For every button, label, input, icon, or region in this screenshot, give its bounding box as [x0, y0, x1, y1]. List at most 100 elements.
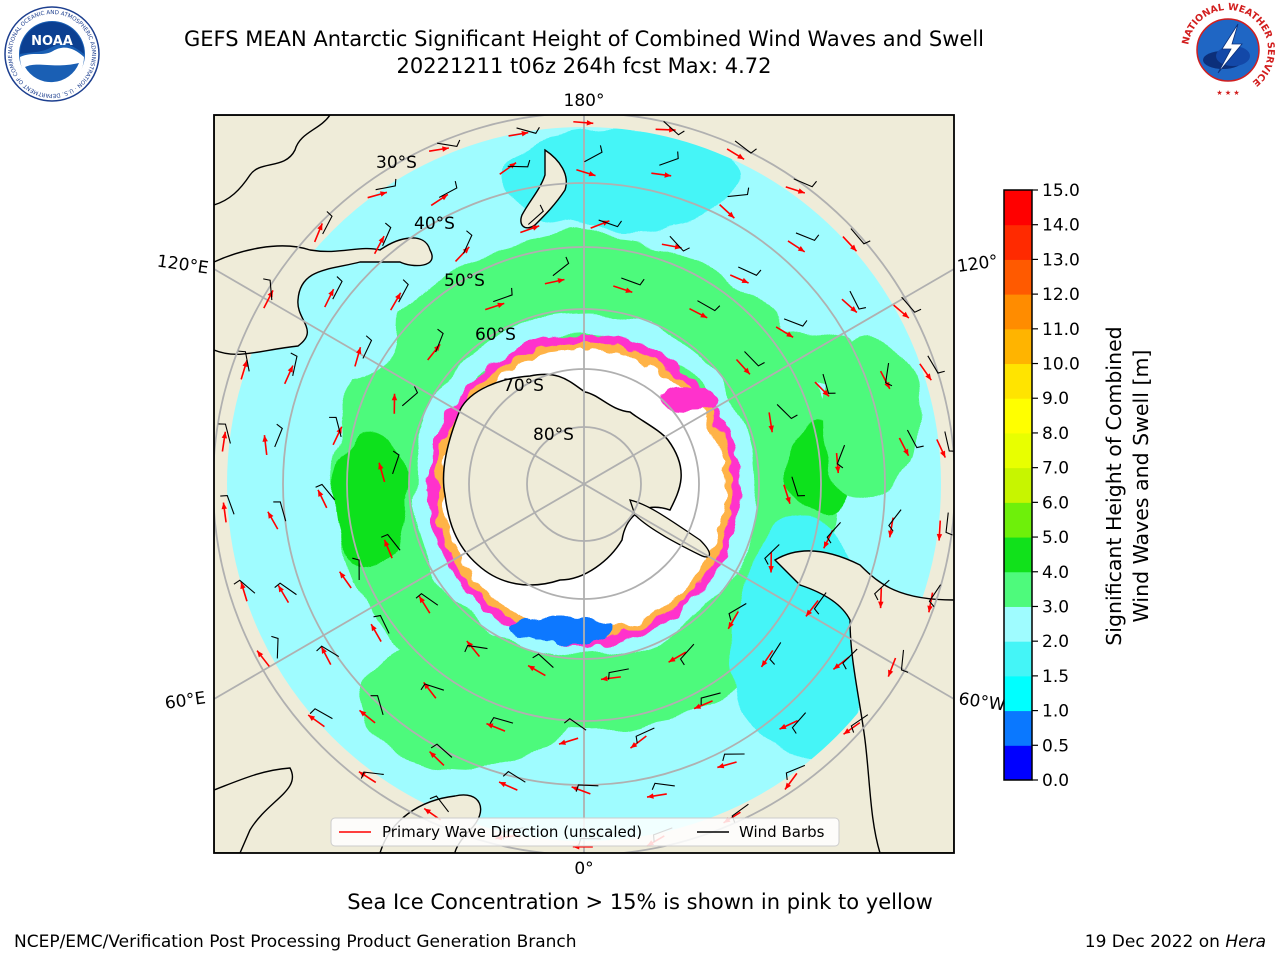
lat-label-70: 70°S — [503, 376, 544, 396]
wind-barb — [584, 145, 603, 163]
wind-barb — [373, 614, 390, 634]
wave-arrow-head — [359, 710, 367, 717]
wind-barb — [945, 512, 953, 536]
wave-arrow-head — [786, 331, 794, 338]
wave-arrow-head — [927, 605, 933, 613]
land-australia — [214, 237, 433, 356]
wave-arrow-head — [308, 714, 316, 721]
footer-date-text: 19 Dec 2022 on — [1084, 932, 1226, 952]
colorbar-swatch — [1004, 259, 1032, 295]
wave-arrow-head — [785, 782, 792, 790]
continents — [214, 115, 954, 853]
footer-host: Hera — [1225, 932, 1266, 952]
wave-arrow-head — [768, 425, 774, 433]
wind-barb — [826, 521, 841, 544]
wave-arrow-head — [737, 153, 745, 160]
colorbar-swatch — [1004, 432, 1032, 469]
lon-label-120e: 120°E — [156, 252, 210, 279]
wind-barb — [315, 483, 336, 501]
wave-arrow-head — [557, 278, 565, 284]
wind-barb — [727, 187, 750, 198]
wind-barb — [516, 127, 540, 134]
wave-arrow-head — [700, 312, 708, 318]
colorbar-swatch — [1004, 606, 1032, 642]
wind-barb — [783, 318, 808, 327]
wind-barb — [438, 181, 458, 198]
lat-label-40: 40°S — [414, 214, 455, 234]
wind-barb — [651, 782, 675, 790]
wind-barb — [608, 668, 629, 680]
colorbar-swatch — [1004, 467, 1032, 503]
wind-barb — [218, 423, 231, 444]
wind-barb — [429, 795, 450, 813]
sea-ice-caption: Sea Ice Concentration > 15% is shown in … — [347, 890, 933, 914]
lat-label-50: 50°S — [444, 271, 485, 291]
wind-barb — [836, 444, 846, 469]
wave-arrow-head — [694, 703, 702, 709]
wave-arrow-head — [221, 502, 227, 510]
wind-barb — [776, 404, 798, 420]
wave-arrow-head — [761, 660, 768, 667]
wind-barb — [769, 642, 782, 665]
wave-arrow-head — [888, 530, 894, 538]
wind-barb — [552, 256, 570, 277]
wind-barb — [322, 211, 333, 235]
wave-arrow-head — [462, 246, 470, 254]
wind-barb — [679, 643, 695, 666]
legend-label-wave: Primary Wave Direction (unscaled) — [382, 823, 642, 841]
colorbar-tick-label: 0.0 — [1042, 771, 1069, 791]
lon-label-60w: 60°W — [957, 689, 1006, 715]
antarctica — [442, 373, 682, 586]
colorbar-tick-label: 1.5 — [1042, 667, 1069, 687]
wave-arrow-head — [521, 130, 529, 137]
wave-arrow-head — [741, 277, 749, 284]
wave-arrow-head — [384, 539, 390, 547]
lon-label-180: 180° — [564, 91, 605, 111]
wave-arrow-head — [242, 360, 248, 368]
land-south-america — [773, 550, 954, 853]
wind-barb — [722, 753, 745, 762]
wind-barb — [220, 494, 235, 515]
wave-arrow-head — [262, 435, 268, 442]
wave-arrow-head — [834, 466, 841, 474]
wind-barb — [502, 770, 526, 783]
land-new-zealand — [520, 148, 567, 229]
wind-barb — [263, 278, 273, 301]
wave-arrow-head — [625, 287, 633, 293]
colorbar-label-line2: Wind Waves and Swell [m] — [1129, 349, 1153, 623]
vector-field — [218, 120, 954, 850]
wind-barb — [532, 653, 554, 668]
wind-barb — [901, 296, 922, 313]
wind-barb — [785, 764, 806, 781]
colorbar-swatch — [1004, 571, 1032, 607]
wind-barb — [822, 373, 836, 394]
colorbar-tick-label: 6.0 — [1042, 493, 1069, 513]
noaa-logo: NATIONAL OCEANIC AND ATMOSPHERIC ADMINIS… — [3, 5, 100, 102]
colorbar-tick-label: 1.0 — [1042, 702, 1069, 722]
colorbar-swatch — [1004, 537, 1032, 573]
colorbar-swatch — [1004, 363, 1032, 399]
wave-arrow-head — [888, 669, 894, 677]
wind-barb — [849, 290, 867, 310]
wind-barb — [274, 582, 297, 596]
wave-arrow-head — [727, 211, 735, 219]
wind-barb — [734, 140, 757, 154]
wind-barb — [744, 351, 765, 367]
footer-branch: NCEP/EMC/Verification Post Processing Pr… — [14, 932, 577, 952]
wave-arrow-head — [378, 462, 384, 470]
wind-barb — [392, 450, 400, 475]
wave-arrow-head — [328, 289, 334, 297]
colorbar-tick-label: 0.5 — [1042, 736, 1069, 756]
wave-arrow-head — [936, 533, 943, 541]
wave-arrow-head — [728, 621, 734, 629]
colorbar-tick-label: 5.0 — [1042, 528, 1069, 548]
wind-barb — [463, 230, 473, 254]
wind-barb — [888, 509, 902, 532]
colorbar-tick-label: 3.0 — [1042, 597, 1069, 617]
wave-arrow-head — [419, 596, 425, 604]
colorbar-swatch — [1004, 675, 1032, 712]
wind-barb — [360, 771, 384, 779]
wave-arrow-head — [240, 582, 246, 590]
wave-arrow-head — [588, 171, 596, 177]
wind-barb — [884, 362, 893, 387]
